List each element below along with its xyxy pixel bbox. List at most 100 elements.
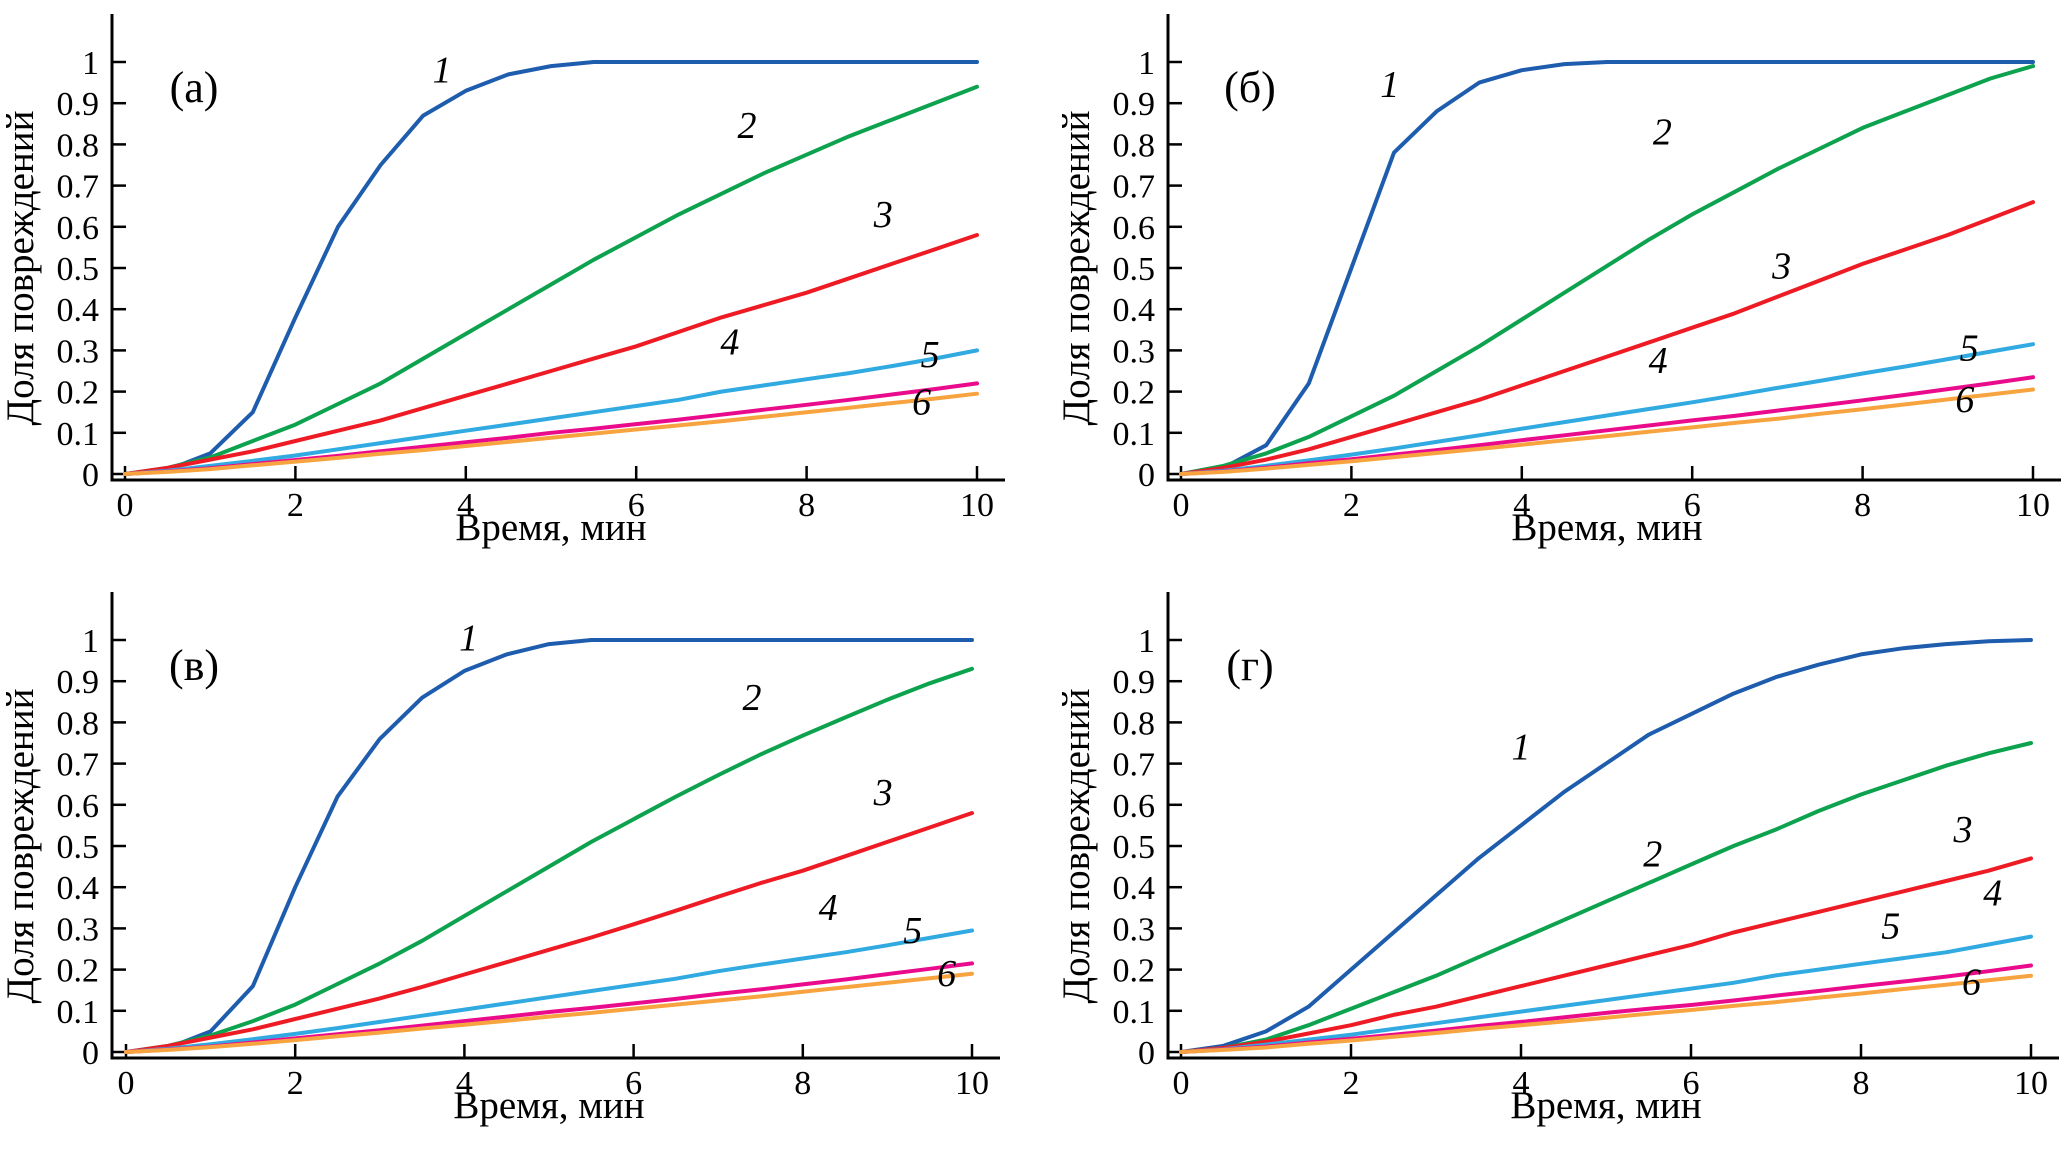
panel-v-y-tick-label-0.4: 0.4 <box>57 870 100 907</box>
panel-g: 00.10.20.30.40.50.60.70.80.910 2 4 6 8 10Доля… <box>1055 592 2059 1127</box>
panel-b-curve-4 <box>1179 342 2035 476</box>
panel-g-y-tick-label-0.6: 0.6 <box>1113 788 1156 825</box>
panel-g-curve-4 <box>1179 934 2033 1054</box>
panel-a-y-tick-label-0: 0 <box>82 457 99 494</box>
panel-v-curve-label-6: 6 <box>937 953 956 995</box>
panel-a-x-axis-title: Время, мин <box>455 506 646 549</box>
panel-b-y-tick-label-0.6: 0.6 <box>1113 210 1156 247</box>
panel-b-curve-6 <box>1179 387 2035 476</box>
panel-a-y-tick-label-0.6: 0.6 <box>57 210 100 247</box>
panel-v-curve-label-4: 4 <box>819 887 838 929</box>
panel-g-curve-label-2: 2 <box>1643 834 1662 876</box>
panel-g-y-tick-label-0.3: 0.3 <box>1113 911 1156 948</box>
panel-b-y-tick-label-0: 0 <box>1138 457 1155 494</box>
panel-b: 00.10.20.30.40.50.60.70.80.910 2 4 6 8 10Доля… <box>1055 14 2061 549</box>
panel-v-curve-label-2: 2 <box>743 677 762 719</box>
panel-a-y-tick-label-0.9: 0.9 <box>57 86 100 123</box>
panel-v-curve-6 <box>124 971 974 1054</box>
panel-v-y-tick-label-0.8: 0.8 <box>57 705 100 742</box>
panel-a-y-tick-label-0.7: 0.7 <box>57 169 100 206</box>
panel-b-curve-label-3: 3 <box>1771 245 1791 287</box>
panel-a-y-tick-label-0.2: 0.2 <box>57 375 100 412</box>
panel-g-curve-label-3: 3 <box>1953 809 1973 851</box>
panel-g-x-tick-label-4: 4 <box>1513 1065 1530 1102</box>
panel-b-curve-label-4: 4 <box>1649 340 1668 382</box>
panel-v-x-tick-label-2: 2 <box>287 1065 304 1102</box>
panel-g-y-tick-label-0.5: 0.5 <box>1113 829 1156 866</box>
panel-g-x-tick-label-2: 2 <box>1343 1065 1360 1102</box>
panel-b-y-tick-label-0.5: 0.5 <box>1113 251 1156 288</box>
panel-g-curve-label-5: 5 <box>1881 906 1900 948</box>
panel-b-x-tick-label-10: 10 <box>2016 487 2050 524</box>
panel-a-curve-label-1: 1 <box>432 50 451 92</box>
panel-v-y-tick-label-0.9: 0.9 <box>57 664 100 701</box>
panel-b-x-tick-label-8: 8 <box>1854 487 1871 524</box>
panel-g-y-tick-label-1: 1 <box>1138 623 1155 660</box>
panel-v-curve-2 <box>124 666 974 1054</box>
panel-b-x-tick-label-4: 4 <box>1513 487 1530 524</box>
panel-g-y-tick-label-0.8: 0.8 <box>1113 705 1156 742</box>
panel-v-y-tick-label-0.6: 0.6 <box>57 788 100 825</box>
panel-g-y-tick-label-0.7: 0.7 <box>1113 747 1156 784</box>
panel-a-curve-label-4: 4 <box>720 322 739 364</box>
panel-v-curve-label-3: 3 <box>873 772 893 814</box>
panel-b-y-axis-title: Доля повреждений <box>1055 110 1098 425</box>
panel-a-curve-2 <box>123 84 979 476</box>
panel-a-x-tick-label-0: 0 <box>117 487 134 524</box>
panel-a-curve-label-6: 6 <box>912 381 931 423</box>
panel-a-x-tick-label-10: 10 <box>960 487 994 524</box>
panel-v-x-tick-label-4: 4 <box>456 1065 473 1102</box>
panel-g-x-tick-label-0: 0 <box>1173 1065 1190 1102</box>
panel-v-curve-3 <box>124 811 974 1054</box>
panel-b-y-tick-label-0.4: 0.4 <box>1113 292 1156 329</box>
panel-a-curve-label-2: 2 <box>737 105 756 147</box>
panel-g-y-tick-label-0.4: 0.4 <box>1113 870 1156 907</box>
panel-v-x-tick-label-6: 6 <box>625 1065 642 1102</box>
panel-v-y-tick-label-0.3: 0.3 <box>57 911 100 948</box>
panel-a-y-tick-label-0.5: 0.5 <box>57 251 100 288</box>
panel-b-curve-3 <box>1179 200 2035 476</box>
panel-g-y-tick-label-0.2: 0.2 <box>1113 953 1156 990</box>
panel-a-x-tick-label-6: 6 <box>628 487 645 524</box>
panel-v-x-tick-label-8: 8 <box>794 1065 811 1102</box>
panel-v-letter: (в) <box>169 641 219 690</box>
panel-b-y-tick-label-0.1: 0.1 <box>1113 416 1156 453</box>
panel-v-x-tick-label-0: 0 <box>118 1065 135 1102</box>
panel-b-y-tick-label-0.3: 0.3 <box>1113 333 1156 370</box>
panel-v-y-tick-label-0.7: 0.7 <box>57 747 100 784</box>
panel-g-x-tick-label-6: 6 <box>1683 1065 1700 1102</box>
panel-g-x-axis-title: Время, мин <box>1510 1084 1701 1127</box>
panel-a-y-tick-label-1: 1 <box>82 45 99 82</box>
panel-a-y-tick-label-0.8: 0.8 <box>57 127 100 164</box>
panel-a-x-tick-label-4: 4 <box>457 487 474 524</box>
panel-v-y-axis-title: Доля повреждений <box>0 688 42 1003</box>
panel-v-x-tick-label-10: 10 <box>955 1065 989 1102</box>
panel-g-curve-6 <box>1179 973 2033 1054</box>
panel-b-letter: (б) <box>1224 63 1276 112</box>
panel-b-curve-1 <box>1179 60 2035 476</box>
panel-g-x-tick-label-8: 8 <box>1853 1065 1870 1102</box>
panel-b-x-tick-label-2: 2 <box>1343 487 1360 524</box>
panel-g-y-tick-label-0: 0 <box>1138 1035 1155 1072</box>
panel-v-x-axis-title: Время, мин <box>453 1084 644 1127</box>
panel-a-x-tick-label-2: 2 <box>287 487 304 524</box>
panel-a-letter: (а) <box>170 63 219 112</box>
panel-g-letter: (г) <box>1226 641 1273 690</box>
panel-b-curve-label-1: 1 <box>1380 64 1399 106</box>
panel-v-y-tick-label-0.1: 0.1 <box>57 994 100 1031</box>
panel-a-curve-1 <box>123 60 979 476</box>
panel-b-x-tick-label-0: 0 <box>1173 487 1190 524</box>
panel-b-curve-label-2: 2 <box>1653 111 1672 153</box>
panel-v-y-tick-label-1: 1 <box>82 623 99 660</box>
panel-g-y-tick-label-0.9: 0.9 <box>1113 664 1156 701</box>
panel-b-curve-label-5: 5 <box>1960 328 1979 370</box>
panel-v-curve-1 <box>124 638 974 1054</box>
panel-v-curve-label-5: 5 <box>903 910 922 952</box>
panel-a-curve-label-3: 3 <box>873 194 893 236</box>
panel-g-curve-label-6: 6 <box>1962 961 1981 1003</box>
panel-g-curve-3 <box>1179 856 2033 1054</box>
panel-v-y-tick-label-0: 0 <box>82 1035 99 1072</box>
panel-b-x-axis-title: Время, мин <box>1511 506 1702 549</box>
